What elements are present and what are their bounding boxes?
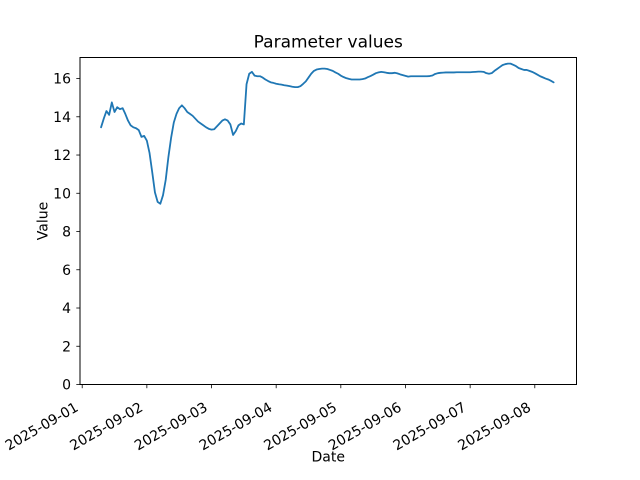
- axis-ticks: 2025-09-012025-09-022025-09-032025-09-04…: [3, 72, 536, 455]
- x-tick-label: 2025-09-04: [197, 400, 276, 455]
- y-tick-label: 12: [53, 148, 71, 164]
- x-tick-label: 2025-09-05: [261, 400, 339, 455]
- x-tick-label: 2025-09-02: [67, 400, 145, 455]
- y-tick-label: 16: [53, 72, 71, 88]
- plot-border: [79, 57, 577, 385]
- y-tick-label: 4: [62, 301, 71, 317]
- y-axis-label: Value: [36, 202, 52, 240]
- series-line: [100, 62, 555, 205]
- y-tick-label: 2: [62, 339, 71, 355]
- y-tick-label: 6: [62, 263, 71, 279]
- x-axis-label: Date: [312, 450, 345, 466]
- y-tick-label: 10: [53, 186, 71, 202]
- x-tick-label: 2025-09-07: [391, 400, 469, 455]
- chart-title: Parameter values: [254, 33, 403, 53]
- y-tick-label: 8: [62, 225, 71, 241]
- y-tick-label: 14: [53, 110, 71, 126]
- x-tick-label: 2025-09-03: [132, 400, 210, 455]
- y-tick-label: 0: [62, 378, 71, 394]
- x-tick-label: 2025-09-08: [455, 400, 533, 455]
- x-tick-label: 2025-09-06: [326, 400, 405, 455]
- data-series: [100, 62, 555, 205]
- x-tick-label: 2025-09-01: [3, 400, 81, 455]
